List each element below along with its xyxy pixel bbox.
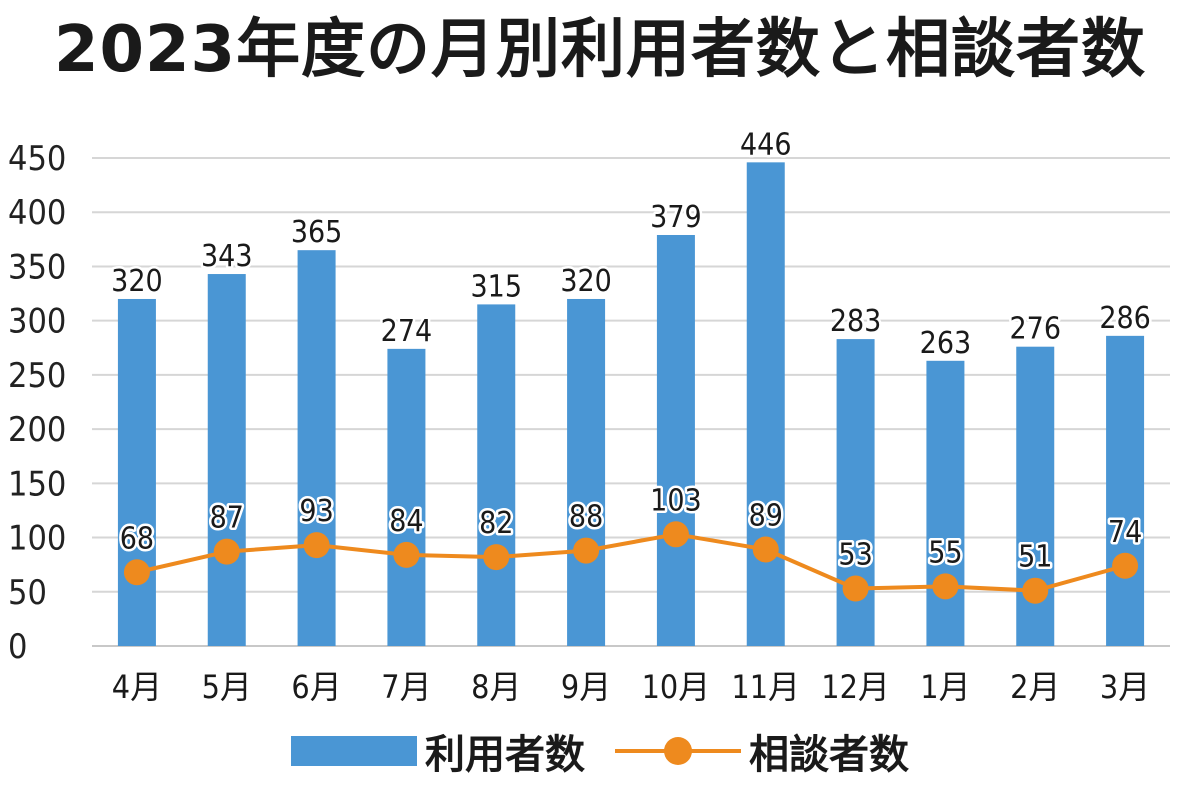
y-tick-label-250: 250 — [8, 356, 66, 396]
x-tick-label-10月: 10月 — [642, 668, 711, 706]
chart-title: 2023年度の月別利用者数と相談者数 — [53, 13, 1147, 87]
x-tick-label-2月: 2月 — [1010, 668, 1060, 706]
bar-value-label-2月: 276 — [1009, 312, 1061, 347]
line-value-label-3月: 74 — [1108, 515, 1142, 550]
bar-9月 — [567, 298, 606, 646]
chart-plot-area: 0 50 100 150 200 250 300 350 400 450 320 343 365 274 3… — [8, 127, 1170, 706]
legend-line-swatch — [615, 736, 741, 766]
line-value-label-12月: 53 — [838, 538, 872, 573]
x-tick-label-3月: 3月 — [1100, 668, 1150, 706]
y-tick-label-300: 300 — [8, 302, 66, 342]
bar-10月 — [656, 234, 695, 647]
line-marker-9月 — [573, 537, 600, 564]
line-value-label-11月: 89 — [749, 498, 783, 533]
line-marker-10月 — [662, 521, 689, 548]
legend-label-bar: 利用者数 — [425, 732, 585, 778]
x-tick-label-4月: 4月 — [112, 668, 162, 706]
y-tick-label-50: 50 — [8, 573, 47, 613]
line-marker-8月 — [483, 544, 510, 571]
x-tick-label-7月: 7月 — [381, 668, 431, 706]
bar-11月 — [746, 162, 785, 647]
bar-3月 — [1106, 335, 1145, 646]
x-tick-label-8月: 8月 — [471, 668, 521, 706]
line-value-label-2月: 51 — [1018, 540, 1052, 575]
line-value-label-9月: 88 — [569, 500, 603, 535]
bar-value-label-10月: 379 — [650, 200, 702, 235]
line-marker-12月 — [842, 575, 869, 602]
bar-value-label-9月: 320 — [560, 264, 612, 299]
line-marker-3月 — [1112, 552, 1139, 579]
line-value-label-4月: 68 — [120, 521, 154, 556]
line-value-label-6月: 93 — [299, 494, 333, 529]
chart-legend: 利用者数 相談者数 — [0, 722, 1200, 780]
line-value-label-8月: 82 — [479, 506, 513, 541]
line-marker-6月 — [303, 532, 330, 559]
bar-value-label-7月: 274 — [381, 314, 433, 349]
bar-4月 — [117, 298, 156, 646]
bar-5月 — [207, 274, 246, 646]
line-marker-2月 — [1022, 577, 1049, 604]
line-marker-5月 — [213, 538, 240, 565]
line-marker-11月 — [752, 536, 779, 563]
y-tick-label-150: 150 — [8, 464, 66, 504]
line-series-consultations — [136, 532, 1126, 593]
line-marker-7月 — [393, 541, 420, 568]
x-tick-label-1月: 1月 — [920, 668, 970, 706]
bar-7月 — [387, 348, 426, 646]
line-marker-4月 — [123, 559, 150, 586]
bar-value-label-12月: 283 — [830, 304, 882, 339]
legend-label-line: 相談者数 — [749, 732, 909, 778]
y-tick-label-200: 200 — [8, 410, 66, 450]
bar-value-label-6月: 365 — [291, 215, 343, 250]
line-value-label-10月: 103 — [650, 483, 702, 518]
x-tick-label-5月: 5月 — [202, 668, 252, 706]
legend-item-bar: 利用者数 — [291, 722, 585, 780]
bar-8月 — [477, 304, 516, 646]
line-value-label-7月: 84 — [389, 504, 423, 539]
bar-6月 — [297, 250, 336, 646]
x-tick-label-11月: 11月 — [731, 668, 800, 706]
bar-value-label-8月: 315 — [470, 269, 522, 304]
legend-bar-swatch — [291, 736, 417, 766]
x-tick-label-12月: 12月 — [821, 668, 890, 706]
x-tick-label-6月: 6月 — [291, 668, 341, 706]
bar-value-label-5月: 343 — [201, 239, 253, 274]
x-tick-label-9月: 9月 — [561, 668, 611, 706]
y-tick-label-400: 400 — [8, 193, 66, 233]
y-tick-label-450: 450 — [8, 139, 66, 179]
bar-value-label-1月: 263 — [920, 326, 972, 361]
line-marker-1月 — [932, 573, 959, 600]
bar-1月 — [926, 360, 965, 646]
y-tick-label-0: 0 — [8, 627, 27, 667]
y-tick-label-350: 350 — [8, 247, 66, 287]
legend-item-line: 相談者数 — [615, 722, 909, 780]
line-value-label-1月: 55 — [928, 535, 962, 570]
bar-value-label-4月: 320 — [111, 264, 163, 299]
line-value-label-5月: 87 — [210, 501, 244, 536]
y-tick-label-100: 100 — [8, 519, 66, 559]
bar-value-label-11月: 446 — [740, 127, 792, 162]
bar-value-label-3月: 286 — [1099, 301, 1151, 336]
